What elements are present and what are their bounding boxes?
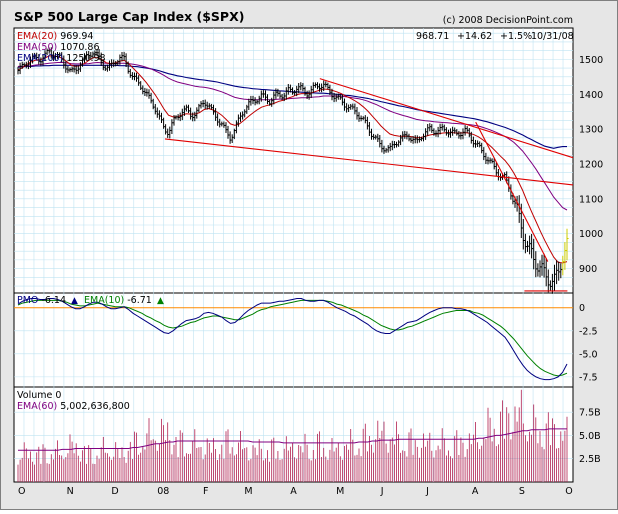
volume-tick-label: 7.5B xyxy=(579,408,601,419)
x-axis-label: S xyxy=(519,486,525,497)
price-tick-label: 900 xyxy=(579,264,597,275)
legend-volume-label: Volume xyxy=(17,390,52,401)
legend-ema50-value: 1070.86 xyxy=(60,42,99,53)
pmo-arrow-up-icon: ▲ xyxy=(71,296,78,306)
legend-ema20-label: EMA(20) xyxy=(17,31,57,42)
x-axis-label: J xyxy=(425,486,429,497)
legend-ema200-value: 1250.98 xyxy=(66,53,105,64)
x-axis-label: D xyxy=(111,486,118,497)
volume-legend: Volume 0 EMA(60) 5,002,636,800 xyxy=(17,390,130,412)
trendline xyxy=(164,138,574,186)
legend-pmo-value: -6.14 xyxy=(41,295,66,306)
x-axis-label: F xyxy=(203,486,208,497)
pmo-tick-label: -2.5 xyxy=(579,326,598,337)
x-axis-label: O xyxy=(18,486,25,497)
last-quote: 968.71 +14.62 +1.5% 10/31/08 xyxy=(416,31,574,42)
series-lines xyxy=(17,47,569,451)
volume-ema60-line xyxy=(18,428,567,451)
legend-ema20: EMA(20) 969.94 xyxy=(17,31,93,42)
legend-pmo-ema-value: -6.71 xyxy=(127,295,152,306)
x-axis-label: M xyxy=(244,486,252,497)
legend-pmo-label: PMO xyxy=(17,295,38,306)
price-tick-label: 1400 xyxy=(579,90,603,101)
x-axis-label: A xyxy=(290,486,297,497)
volume-tick-label: 5.0B xyxy=(579,431,601,442)
price-tick-label: 1200 xyxy=(579,159,603,170)
trendline xyxy=(475,121,549,262)
legend-ema200: EMA(200) 1250.98 xyxy=(17,53,106,64)
legend-ema20-value: 969.94 xyxy=(60,31,93,42)
legend-pmo-ema-label: EMA(10) xyxy=(84,295,124,306)
legend-volume-ema: EMA(60) 5,002,636,800 xyxy=(17,401,130,412)
chart-title: S&P 500 Large Cap Index ($SPX) xyxy=(14,9,244,24)
legend-pmo: PMO -6.14 xyxy=(17,295,66,306)
x-axis-label: 08 xyxy=(157,486,169,497)
price-tick-label: 1000 xyxy=(579,229,603,240)
legend-ema200-label: EMA(200) xyxy=(17,53,63,64)
legend-ema50: EMA(50) 1070.86 xyxy=(17,42,100,53)
grid-layer xyxy=(14,28,573,482)
x-axis-labels: O N D 08 F M A M J J A S O xyxy=(18,486,573,497)
volume-tick-label: 2.5B xyxy=(579,454,601,465)
legend-volume-value: 0 xyxy=(55,390,61,401)
x-axis-label: A xyxy=(472,486,479,497)
quote-date: 10/31/08 xyxy=(531,31,574,42)
price-tick-label: 1300 xyxy=(579,125,603,136)
legend-ema50-label: EMA(50) xyxy=(17,42,57,53)
trendline xyxy=(319,78,574,159)
pmo-ema10-line xyxy=(17,299,568,377)
quote-change: +14.62 xyxy=(457,31,492,42)
pmo-line xyxy=(17,298,568,381)
pmo-legend: PMO -6.14 ▲ EMA(10) -6.71 ▲ xyxy=(17,295,164,306)
trendlines xyxy=(164,78,574,292)
legend-pmo-ema: EMA(10) -6.71 xyxy=(84,295,152,306)
pmo-tick-label: 0 xyxy=(579,303,585,314)
x-axis-label: M xyxy=(336,486,344,497)
legend-volume-ema-label: EMA(60) xyxy=(17,401,57,412)
axis-tick-labels: 900 1000 1100 1200 1300 1400 1500 0 -2.5 -5.0 -7.5… xyxy=(579,55,603,465)
price-tick-label: 1100 xyxy=(579,194,603,205)
quote-percent: +1.5% xyxy=(500,31,532,42)
legend-volume-ema-value: 5,002,636,800 xyxy=(60,401,130,412)
pmo-ema-arrow-up-icon: ▲ xyxy=(157,296,164,306)
price-tick-label: 1500 xyxy=(579,55,603,66)
pmo-tick-label: -7.5 xyxy=(579,372,598,383)
legend-volume: Volume 0 xyxy=(17,390,61,401)
price-legend: EMA(20) 969.94 EMA(50) 1070.86 EMA(200) … xyxy=(17,31,106,64)
x-axis-label: O xyxy=(565,486,572,497)
x-axis-label: N xyxy=(67,486,74,497)
quote-close: 968.71 xyxy=(416,31,449,42)
x-axis-label: J xyxy=(380,486,384,497)
pmo-tick-label: -5.0 xyxy=(579,349,598,360)
copyright-label: (c) 2008 DecisionPoint.com xyxy=(443,15,573,26)
